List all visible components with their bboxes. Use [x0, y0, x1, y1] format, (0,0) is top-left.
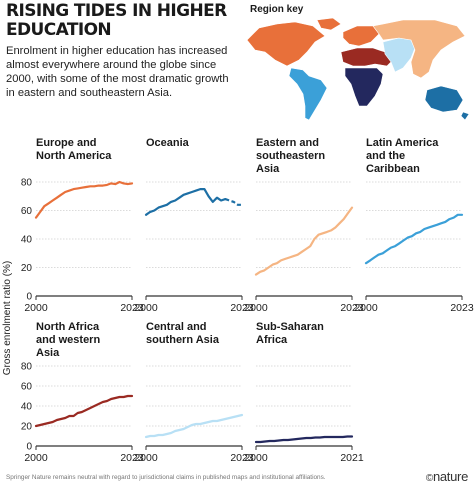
- series-line: [34, 394, 134, 428]
- x-tick-label: 2000: [24, 302, 48, 314]
- y-tick-label: 40: [21, 235, 33, 246]
- map-region-north-africa-western-asia: [340, 47, 394, 67]
- chart-panel-europe-and-north-america: Europe and North America 0 20 40 60 80 2000 2023: [21, 137, 144, 314]
- chart-title: North Africa and western Asia: [36, 321, 100, 359]
- chart-title: Sub-Saharan Africa: [256, 321, 324, 346]
- y-tick-label: 20: [21, 422, 33, 433]
- x-tick-label: 2023: [450, 302, 474, 314]
- series-line: [144, 413, 244, 439]
- map-region-europe-north-america: [246, 17, 380, 67]
- x-tick-label: 2023: [230, 452, 254, 464]
- y-tick-label: 0: [26, 442, 32, 453]
- x-tick-label: 2023: [120, 452, 144, 464]
- x-tick-label: 2000: [244, 302, 268, 314]
- series-line: [144, 188, 227, 216]
- chart-panel-latin-america-and-the-caribbean: Latin America and the Caribbean 2000 2023: [354, 137, 474, 314]
- x-tick-label: 2000: [24, 452, 48, 464]
- y-tick-label: 80: [21, 362, 33, 373]
- copyright-mark: ©: [425, 473, 433, 484]
- chart-title: Latin America and the Caribbean: [366, 137, 439, 175]
- map-region-eastern-southeastern-asia: [372, 19, 466, 79]
- x-tick-label: 2000: [134, 302, 158, 314]
- series-line: [364, 213, 464, 265]
- chart-title: Oceania: [146, 137, 190, 149]
- y-axis-label: Gross enrolment ratio (%): [2, 261, 13, 375]
- x-tick-label: 2023: [340, 302, 364, 314]
- chart-panel-eastern-and-southeastern-asia: Eastern and southeastern Asia 2000 2023: [244, 137, 364, 314]
- x-tick-label: 2023: [230, 302, 254, 314]
- page-title: Rising tides in higher education: [6, 1, 227, 40]
- nature-logo: ©nature: [426, 469, 468, 484]
- x-tick-label: 2000: [134, 452, 158, 464]
- footer-disclaimer: Springer Nature remains neutral with reg…: [6, 474, 326, 481]
- x-tick-label: 2023: [120, 302, 144, 314]
- chart-panel-oceania: Oceania 2000 2023: [134, 137, 254, 314]
- map-region-sub-saharan-africa: [344, 67, 384, 107]
- world-map-region-key: [246, 17, 470, 121]
- y-tick-label: 20: [21, 263, 33, 274]
- series-line: [254, 206, 354, 276]
- y-tick-label: 60: [21, 382, 33, 393]
- brand-name: nature: [432, 469, 468, 484]
- chart-panel-north-africa-and-western-asia: North Africa and western Asia 0 20 40 60 80 2000…: [21, 321, 144, 464]
- chart-panel-central-and-southern-asia: Central and southern Asia 2000 2023: [134, 321, 254, 464]
- y-tick-label: 40: [21, 402, 33, 413]
- series-line: [34, 180, 134, 219]
- y-tick-label: 60: [21, 206, 33, 217]
- map-region-latin-america-caribbean: [288, 67, 328, 121]
- y-tick-label: 0: [26, 292, 32, 303]
- x-tick-label: 2021: [340, 452, 364, 464]
- chart-title: Central and southern Asia: [146, 321, 220, 346]
- region-key-label: Region key: [250, 4, 304, 15]
- x-tick-label: 2000: [244, 452, 268, 464]
- chart-title: Eastern and southeastern Asia: [256, 137, 325, 175]
- series-line: [254, 435, 354, 444]
- page-subtitle: Enrolment in higher education has increa…: [6, 45, 229, 99]
- chart-title: Europe and North America: [36, 137, 112, 162]
- y-tick-label: 80: [21, 178, 33, 189]
- chart-panel-sub-saharan-africa: Sub-Saharan Africa 2000 2021: [244, 321, 364, 464]
- series-line-dashed: [224, 198, 242, 206]
- x-tick-label: 2000: [354, 302, 378, 314]
- map-region-oceania: [424, 85, 470, 121]
